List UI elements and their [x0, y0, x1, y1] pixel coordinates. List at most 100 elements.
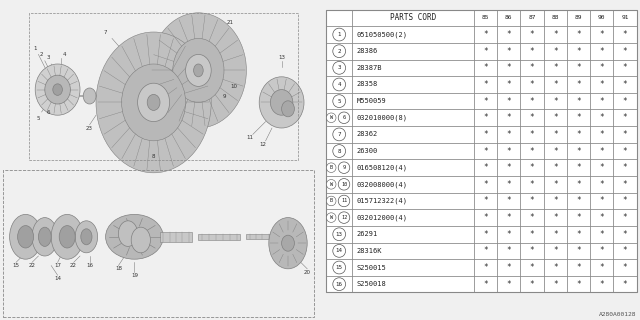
Text: *: * — [600, 147, 604, 156]
Ellipse shape — [282, 235, 294, 251]
Text: *: * — [600, 130, 604, 139]
Circle shape — [333, 145, 346, 157]
Text: 87: 87 — [528, 15, 536, 20]
Text: *: * — [600, 263, 604, 272]
Text: *: * — [553, 196, 557, 205]
Text: *: * — [483, 63, 488, 72]
Ellipse shape — [18, 226, 34, 248]
Text: 032012000(4): 032012000(4) — [357, 214, 408, 221]
Text: *: * — [483, 30, 488, 39]
Text: *: * — [600, 163, 604, 172]
Text: *: * — [600, 47, 604, 56]
Text: *: * — [483, 280, 488, 289]
Text: *: * — [506, 47, 511, 56]
Text: *: * — [529, 63, 534, 72]
FancyBboxPatch shape — [246, 234, 272, 239]
Text: *: * — [529, 130, 534, 139]
Text: 8: 8 — [152, 154, 156, 159]
Text: 89: 89 — [575, 15, 582, 20]
Text: *: * — [600, 230, 604, 239]
Text: *: * — [483, 213, 488, 222]
Ellipse shape — [269, 218, 307, 269]
Text: *: * — [506, 97, 511, 106]
Ellipse shape — [150, 13, 246, 128]
Ellipse shape — [106, 214, 163, 259]
Text: 051050500(2): 051050500(2) — [357, 31, 408, 38]
Text: *: * — [600, 113, 604, 122]
Ellipse shape — [76, 221, 98, 253]
Text: *: * — [623, 163, 627, 172]
Circle shape — [326, 113, 336, 123]
Text: *: * — [506, 30, 511, 39]
Text: *: * — [600, 280, 604, 289]
Text: *: * — [529, 280, 534, 289]
Ellipse shape — [35, 64, 80, 115]
Text: 7: 7 — [104, 29, 108, 35]
Text: *: * — [483, 147, 488, 156]
Text: *: * — [483, 230, 488, 239]
Circle shape — [333, 78, 346, 91]
Text: 18: 18 — [115, 266, 122, 271]
Text: *: * — [529, 213, 534, 222]
Text: 17: 17 — [54, 263, 61, 268]
Text: *: * — [529, 147, 534, 156]
Text: *: * — [600, 63, 604, 72]
Text: 16: 16 — [86, 263, 93, 268]
Ellipse shape — [81, 229, 92, 245]
Ellipse shape — [45, 75, 70, 104]
Text: 016508120(4): 016508120(4) — [357, 164, 408, 171]
Text: PARTS CORD: PARTS CORD — [390, 13, 436, 22]
Text: *: * — [529, 97, 534, 106]
Text: 4: 4 — [337, 82, 341, 87]
Text: 19: 19 — [131, 273, 138, 278]
Text: 16: 16 — [336, 282, 342, 287]
Text: *: * — [553, 47, 557, 56]
Circle shape — [339, 162, 349, 173]
FancyBboxPatch shape — [326, 10, 637, 292]
Circle shape — [326, 180, 336, 189]
Text: *: * — [623, 246, 627, 255]
Text: *: * — [483, 47, 488, 56]
Text: 85: 85 — [481, 15, 489, 20]
Ellipse shape — [52, 84, 63, 95]
Text: *: * — [506, 80, 511, 89]
Text: *: * — [600, 30, 604, 39]
Circle shape — [333, 45, 346, 58]
Text: 14: 14 — [54, 276, 61, 281]
Circle shape — [333, 28, 346, 41]
Text: 5: 5 — [36, 116, 40, 121]
Text: 26300: 26300 — [357, 148, 378, 154]
Text: *: * — [553, 163, 557, 172]
Text: *: * — [506, 130, 511, 139]
Text: *: * — [576, 113, 581, 122]
Text: *: * — [529, 180, 534, 189]
Text: A280A00128: A280A00128 — [599, 312, 637, 317]
Text: *: * — [529, 80, 534, 89]
Text: 13: 13 — [336, 232, 342, 237]
Text: *: * — [576, 230, 581, 239]
Text: W: W — [330, 115, 333, 120]
Text: *: * — [483, 263, 488, 272]
Text: *: * — [576, 213, 581, 222]
Text: 2: 2 — [40, 52, 44, 57]
Text: 15: 15 — [13, 263, 19, 268]
Text: *: * — [600, 246, 604, 255]
Text: *: * — [483, 80, 488, 89]
Text: *: * — [483, 163, 488, 172]
Ellipse shape — [271, 90, 293, 115]
Text: 26291: 26291 — [357, 231, 378, 237]
Text: 12: 12 — [341, 215, 347, 220]
Ellipse shape — [131, 227, 150, 253]
Text: 28362: 28362 — [357, 132, 378, 137]
Text: 5: 5 — [337, 99, 341, 104]
Ellipse shape — [60, 226, 76, 248]
Text: B: B — [330, 165, 333, 170]
Text: B: B — [330, 198, 333, 204]
Text: *: * — [553, 180, 557, 189]
Text: *: * — [553, 113, 557, 122]
Text: 11: 11 — [341, 198, 347, 204]
Text: *: * — [553, 213, 557, 222]
Text: *: * — [576, 180, 581, 189]
Text: 4: 4 — [62, 52, 66, 57]
Text: 1: 1 — [33, 45, 37, 51]
